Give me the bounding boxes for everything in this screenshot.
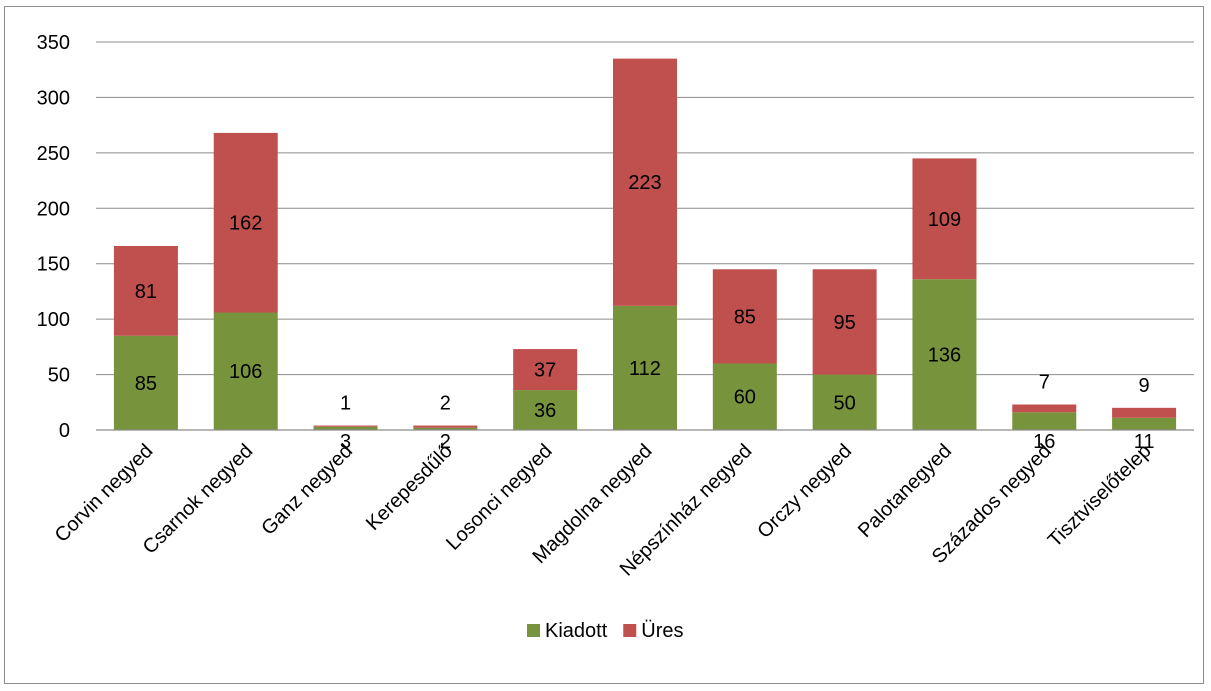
bar-ures bbox=[313, 425, 378, 427]
legend-label: Kiadott bbox=[545, 620, 608, 642]
bar-kiadott bbox=[313, 426, 378, 430]
y-tick-label: 200 bbox=[37, 198, 70, 220]
data-label-ures: 2 bbox=[440, 393, 451, 415]
category-label: Orczy negyed bbox=[753, 440, 856, 543]
category-label: Tisztviselőtelep bbox=[1044, 440, 1156, 552]
data-label-ures: 109 bbox=[928, 209, 961, 231]
bar-kiadott bbox=[712, 363, 777, 430]
bar-ures bbox=[213, 132, 278, 313]
data-label-ures: 7 bbox=[1039, 372, 1050, 394]
bar-kiadott bbox=[213, 312, 278, 430]
bar-ures bbox=[613, 58, 677, 306]
bar-kiadott bbox=[1112, 417, 1177, 430]
bar-kiadott bbox=[513, 390, 578, 430]
legend-swatch bbox=[623, 624, 637, 637]
data-label-kiadott: 2 bbox=[440, 431, 451, 453]
y-tick-label: 50 bbox=[48, 365, 70, 387]
data-label-ures: 37 bbox=[534, 360, 556, 382]
bar-kiadott bbox=[812, 374, 877, 430]
bar-ures bbox=[413, 425, 478, 428]
data-label-kiadott: 112 bbox=[629, 358, 661, 380]
data-label-ures: 85 bbox=[734, 306, 756, 328]
bar-ures bbox=[1112, 407, 1177, 418]
bar-ures bbox=[1012, 404, 1077, 413]
data-label-ures: 9 bbox=[1139, 375, 1150, 397]
data-label-ures: 1 bbox=[340, 393, 351, 415]
bar-ures bbox=[912, 158, 977, 280]
category-label: Kerepesdűlő bbox=[362, 440, 457, 535]
data-label-kiadott: 136 bbox=[928, 345, 961, 367]
category-label: Csarnok negyed bbox=[139, 440, 258, 559]
bar-ures bbox=[513, 349, 578, 391]
data-label-kiadott: 11 bbox=[1134, 431, 1155, 453]
chart-frame bbox=[4, 6, 1204, 684]
legend: Kiadott Üres bbox=[527, 620, 684, 642]
bar-kiadott bbox=[113, 335, 178, 430]
bars bbox=[113, 58, 1177, 430]
y-tick-label: 350 bbox=[37, 32, 70, 54]
data-label-kiadott: 50 bbox=[834, 392, 856, 414]
data-label-kiadott: 85 bbox=[135, 373, 157, 395]
bar-ures bbox=[812, 269, 877, 375]
category-label: Ganz negyed bbox=[257, 440, 357, 540]
data-label-ures: 223 bbox=[628, 172, 661, 194]
category-label: Corvin negyed bbox=[51, 440, 158, 547]
data-labels: 85 81 106 162 3 1 2 2 36 37 112 223 60 85 50 95 136 109 16… bbox=[135, 172, 1155, 453]
bar-kiadott bbox=[413, 427, 478, 430]
y-axis-ticks: 0 50 100 150 200 250 300 350 bbox=[37, 32, 70, 442]
data-label-kiadott: 3 bbox=[340, 431, 351, 453]
category-label: Palotanegyed bbox=[854, 440, 956, 542]
y-tick-label: 0 bbox=[59, 420, 70, 442]
y-tick-label: 100 bbox=[37, 309, 70, 331]
data-label-ures: 81 bbox=[135, 281, 157, 303]
data-label-kiadott: 36 bbox=[534, 400, 556, 422]
data-label-kiadott: 106 bbox=[229, 361, 262, 383]
bar-kiadott bbox=[912, 279, 977, 430]
bar-kiadott bbox=[613, 305, 677, 430]
data-label-kiadott: 60 bbox=[734, 387, 756, 409]
category-label: Losonci negyed bbox=[442, 440, 557, 555]
y-tick-label: 150 bbox=[37, 254, 70, 276]
legend-label: Üres bbox=[641, 620, 683, 642]
data-label-kiadott: 16 bbox=[1033, 431, 1055, 453]
y-tick-label: 300 bbox=[37, 87, 70, 109]
data-label-ures: 95 bbox=[834, 312, 856, 334]
bar-ures bbox=[712, 269, 777, 364]
data-label-ures: 162 bbox=[229, 213, 262, 235]
y-tick-label: 250 bbox=[37, 143, 70, 165]
bar-kiadott bbox=[1012, 412, 1077, 430]
bar-ures bbox=[113, 245, 178, 336]
legend-swatch bbox=[527, 624, 540, 637]
